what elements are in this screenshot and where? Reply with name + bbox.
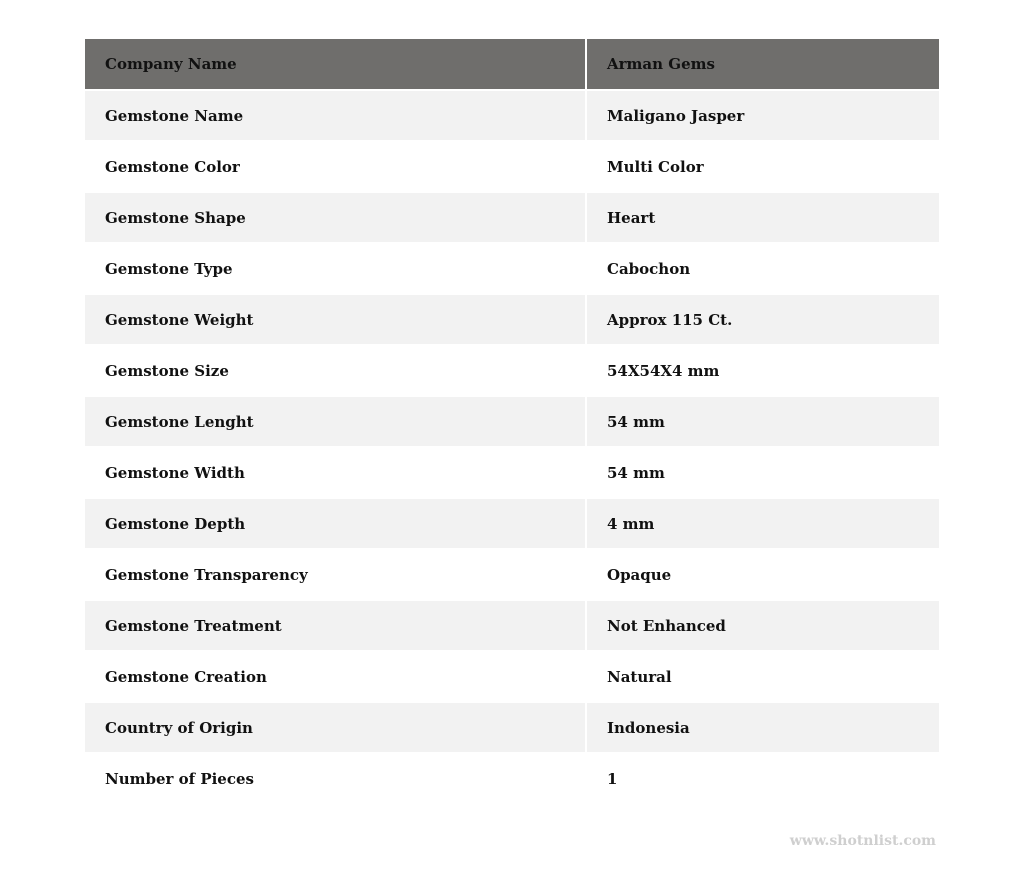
row-key: Gemstone Shape xyxy=(85,193,585,242)
row-key: Gemstone Name xyxy=(85,91,585,140)
table-row: Country of Origin Indonesia xyxy=(85,703,939,752)
row-value: Maligano Jasper xyxy=(587,91,939,140)
table-row: Gemstone Treatment Not Enhanced xyxy=(85,601,939,650)
row-key: Gemstone Transparency xyxy=(105,565,308,584)
row-key: Gemstone Treatment xyxy=(85,601,585,650)
row-value: Not Enhanced xyxy=(587,601,939,650)
gemstone-spec-table: Company Name Arman Gems Gemstone Name Mal… xyxy=(83,37,941,805)
row-key: Gemstone Size xyxy=(105,361,229,380)
table-row: Gemstone Creation Natural xyxy=(85,652,939,701)
row-key: Gemstone Lenght xyxy=(85,397,585,446)
row-value: 54X54X4 mm xyxy=(607,361,720,380)
row-value: 54 mm xyxy=(587,397,939,446)
row-value: 1 xyxy=(607,769,618,788)
watermark: www.shotnlist.com xyxy=(789,833,936,849)
table-row: Gemstone Size 54X54X4 mm xyxy=(85,346,939,395)
row-value: Multi Color xyxy=(607,157,704,176)
table-row: Gemstone Name Maligano Jasper xyxy=(85,91,939,140)
row-value: Heart xyxy=(587,193,939,242)
table-row: Gemstone Transparency Opaque xyxy=(85,550,939,599)
table-row: Gemstone Type Cabochon xyxy=(85,244,939,293)
table-row: Gemstone Width 54 mm xyxy=(85,448,939,497)
table-row: Gemstone Color Multi Color xyxy=(85,142,939,191)
row-value: Natural xyxy=(607,667,672,686)
row-key: Gemstone Color xyxy=(105,157,240,176)
table-header-row: Company Name Arman Gems xyxy=(85,39,939,89)
row-key: Country of Origin xyxy=(85,703,585,752)
row-key: Gemstone Weight xyxy=(85,295,585,344)
row-key: Gemstone Width xyxy=(105,463,245,482)
row-value: Indonesia xyxy=(587,703,939,752)
table-row: Gemstone Depth 4 mm xyxy=(85,499,939,548)
table-row: Gemstone Shape Heart xyxy=(85,193,939,242)
row-key: Gemstone Depth xyxy=(85,499,585,548)
row-value: Cabochon xyxy=(607,259,691,278)
table-row: Gemstone Weight Approx 115 Ct. xyxy=(85,295,939,344)
table-row: Number of Pieces 1 xyxy=(85,754,939,803)
row-value: 4 mm xyxy=(587,499,939,548)
header-key: Company Name xyxy=(85,39,585,89)
row-value: Approx 115 Ct. xyxy=(587,295,939,344)
header-value: Arman Gems xyxy=(587,39,939,89)
row-key: Gemstone Type xyxy=(105,259,233,278)
row-value: 54 mm xyxy=(607,463,665,482)
row-key: Gemstone Creation xyxy=(105,667,267,686)
row-value: Opaque xyxy=(607,565,672,584)
row-key: Number of Pieces xyxy=(105,769,254,788)
table-row: Gemstone Lenght 54 mm xyxy=(85,397,939,446)
